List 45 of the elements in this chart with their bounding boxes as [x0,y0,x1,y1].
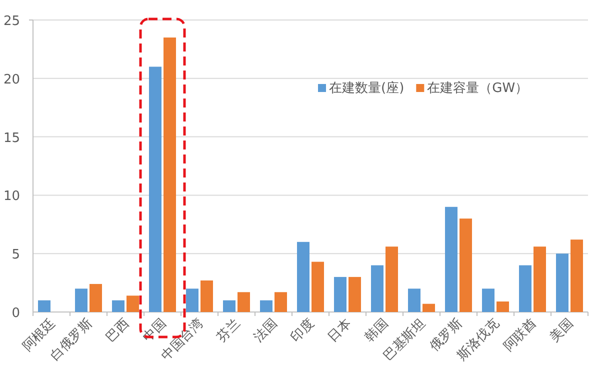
bar [482,288,494,312]
legend-label: 在建容量（GW） [427,80,528,96]
bar [496,301,509,312]
x-tick-label: 韩国 [362,316,392,346]
x-tick-label: 法国 [251,316,280,346]
bar [186,288,198,312]
bar [297,242,310,312]
bar [260,300,272,312]
bar [75,288,88,312]
y-tick-label: 25 [3,14,20,29]
x-tick-label: 美国 [546,316,576,346]
bar [348,276,361,312]
bar [223,300,236,312]
y-tick-label: 20 [3,72,20,88]
x-tick-label: 阿联酋 [501,316,540,354]
bar [556,254,568,312]
y-tick-label: 15 [3,130,20,146]
bar [274,292,287,312]
bar [238,292,250,312]
bar [126,296,139,312]
legend-label: 在建数量(座) [329,80,404,96]
bar [164,38,176,312]
y-tick-label: 10 [3,189,20,204]
bar [570,240,583,312]
bar [519,265,532,312]
bar [149,66,162,312]
bar [112,300,124,312]
y-tick-label: 0 [12,306,20,321]
bar [460,218,472,312]
bar [408,288,420,312]
bar [422,304,435,312]
bar [90,284,102,312]
x-tick-label: 巴西 [103,316,132,346]
y-tick-label: 5 [12,248,20,263]
bar [312,262,324,312]
x-tick-label: 印度 [288,316,318,346]
bar [386,246,398,312]
x-tick-label: 芬兰 [214,316,244,346]
bar [38,300,50,312]
bar [334,276,346,312]
x-tick-label: 日本 [325,316,354,346]
bar [371,265,384,312]
bar [445,206,458,312]
bar [534,246,546,312]
bar [200,280,213,312]
